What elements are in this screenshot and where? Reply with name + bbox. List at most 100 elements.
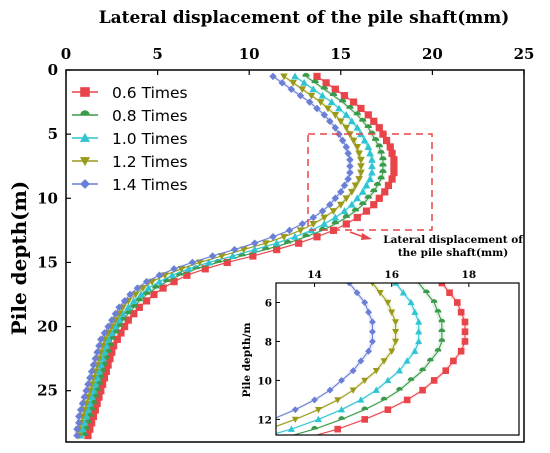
data-point: [340, 207, 349, 215]
data-point: [382, 136, 391, 145]
data-point: [362, 271, 368, 276]
data-point: [338, 406, 346, 413]
data-point: [80, 110, 90, 116]
data-point: [320, 214, 329, 222]
data-point: [392, 319, 400, 326]
data-point: [365, 347, 372, 355]
data-point: [334, 397, 342, 404]
data-point: [372, 386, 380, 393]
data-point: [104, 322, 112, 331]
data-point: [100, 329, 109, 337]
data-point: [80, 179, 90, 189]
legend: 0.6 Times 0.8 Times 1.0 Times 1.2 Times 1.4 …: [72, 84, 188, 194]
data-point: [82, 386, 90, 395]
data-point: [261, 240, 270, 248]
inset-series-08: [277, 270, 446, 439]
data-point: [461, 318, 469, 326]
data-point: [388, 175, 396, 183]
data-point: [357, 104, 365, 113]
data-point: [320, 85, 328, 90]
data-point: [345, 283, 353, 287]
data-point: [361, 377, 369, 385]
data-point: [369, 318, 376, 326]
data-point: [408, 270, 414, 273]
annotation-text-line-1: Lateral displacement of: [383, 234, 524, 246]
data-point: [415, 318, 423, 325]
data-point: [373, 181, 382, 186]
data-point: [331, 123, 340, 132]
y-tick-label: 15: [37, 253, 58, 271]
data-point: [370, 117, 378, 125]
data-point: [155, 277, 164, 285]
data-point: [84, 380, 92, 389]
y-tick-label: 10: [37, 189, 58, 207]
data-point: [407, 298, 415, 306]
data-point: [126, 290, 134, 299]
data-point: [329, 208, 338, 216]
data-point: [331, 194, 340, 203]
data-point: [269, 72, 277, 81]
data-point: [375, 194, 383, 202]
inset-x-tick-label: 18: [462, 269, 477, 281]
data-point: [347, 200, 356, 208]
data-point: [309, 220, 318, 228]
data-point: [296, 91, 305, 100]
data-point: [80, 87, 90, 97]
inset-series-band: [313, 283, 468, 435]
data-point: [302, 233, 310, 238]
data-point: [360, 136, 369, 144]
data-point: [79, 132, 91, 142]
data-point: [131, 291, 140, 299]
data-point: [329, 92, 338, 96]
data-point: [376, 290, 384, 297]
data-point: [342, 220, 350, 228]
data-point: [344, 149, 352, 158]
inset-series-band: [290, 283, 445, 435]
data-point: [287, 425, 295, 432]
data-point: [331, 111, 340, 119]
data-point: [342, 195, 351, 203]
inset-y-tick-label: 8: [265, 336, 272, 348]
data-point: [291, 406, 299, 414]
data-point: [423, 289, 430, 294]
data-point: [336, 118, 345, 126]
data-point: [324, 105, 332, 113]
data-point: [313, 233, 321, 241]
data-point: [143, 297, 151, 305]
data-point: [314, 415, 322, 423]
data-point: [388, 309, 396, 316]
data-point: [86, 374, 94, 382]
data-point: [438, 318, 446, 323]
data-point: [277, 436, 283, 439]
data-point: [344, 175, 352, 183]
data-point: [309, 213, 318, 222]
data-point: [314, 406, 322, 414]
data-point: [342, 213, 350, 218]
data-point: [338, 377, 345, 384]
data-point: [430, 299, 438, 303]
data-point: [342, 124, 351, 132]
data-point: [133, 284, 142, 292]
data-point: [338, 416, 345, 420]
data-point: [289, 79, 297, 87]
inset-axes: 14 16 18 6 8 10 12 Pile depth/m: [241, 269, 520, 436]
legend-label: 0.6 Times: [112, 84, 188, 102]
data-point: [337, 188, 345, 196]
data-point: [380, 396, 388, 401]
data-point: [170, 265, 178, 273]
x-tick-label: 15: [330, 45, 351, 63]
data-point: [366, 149, 374, 157]
data-point: [75, 419, 83, 427]
data-point: [351, 207, 360, 212]
data-point: [208, 252, 217, 260]
x-tick-label: 5: [152, 45, 162, 63]
data-point: [184, 264, 193, 272]
data-point: [108, 316, 116, 324]
data-point: [339, 270, 345, 276]
data-point: [115, 303, 123, 312]
data-point: [381, 188, 389, 196]
legend-label: 1.4 Times: [112, 176, 188, 194]
data-point: [336, 201, 345, 209]
data-point: [353, 194, 362, 202]
